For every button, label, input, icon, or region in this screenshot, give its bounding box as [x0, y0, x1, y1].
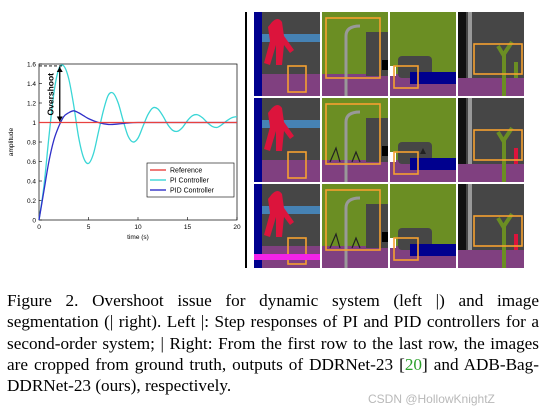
figure-caption: Figure 2. Overshoot issue for dynamic sy… — [7, 290, 539, 396]
legend-entry: PI Controller — [170, 177, 210, 184]
overshoot-arrow-head-up — [56, 66, 63, 72]
segmentation-tile-r1-c1 — [254, 12, 320, 96]
x-tick-label: 10 — [134, 224, 142, 231]
segmentation-tile-r1-c2 — [322, 12, 388, 96]
series-line-pi-controller — [38, 64, 238, 221]
y-tick-label: 1.4 — [27, 81, 36, 88]
y-tick-label: 1.6 — [27, 61, 36, 68]
segmentation-tile-r3-c3 — [390, 184, 456, 268]
x-tick-label: 5 — [87, 224, 91, 231]
segmentation-tile-r2-c1 — [254, 98, 320, 182]
y-tick-label: 0.2 — [27, 198, 36, 205]
y-axis-label: amplitude — [8, 128, 15, 157]
x-tick-label: 0 — [37, 224, 41, 231]
caption-text-end: ] and ADB-Bag-DDRNet-23 (ours), respecti… — [7, 354, 539, 396]
y-tick-label: 1.2 — [27, 100, 36, 107]
y-tick-label: 0.6 — [27, 159, 36, 166]
x-tick-label: 15 — [184, 224, 192, 231]
column-divider — [245, 12, 247, 268]
segmentation-tile-r2-c2 — [322, 98, 388, 182]
y-tick-label: 0 — [32, 217, 36, 224]
legend-entry: PID Controller — [170, 187, 215, 194]
x-tick-label: 20 — [233, 224, 241, 231]
y-tick-label: 0.8 — [27, 139, 36, 146]
overshoot-arrow-head-down — [56, 116, 63, 122]
citation-link[interactable]: 20 — [404, 354, 422, 374]
segmentation-tile-r1-c3 — [390, 12, 456, 96]
watermark: CSDN @HollowKnightZ — [368, 392, 495, 406]
legend-entry: Reference — [170, 167, 202, 174]
segmentation-tile-r3-c2 — [322, 184, 388, 268]
x-axis-label: time (s) — [127, 234, 149, 241]
caption-text: Figure 2. Overshoot issue for dynamic sy… — [7, 291, 539, 374]
segmentation-tile-r1-c4 — [458, 12, 524, 96]
overshoot-annotation: Overshoot — [46, 73, 56, 116]
segmentation-tile-r3-c4 — [458, 184, 524, 268]
step-response-chart: 0 5 10 15 20 0 0.2 0.4 0.6 0.8 1 1.2 1.4 1.6 time (s) a… — [8, 61, 241, 241]
y-tick-label: 1 — [32, 120, 36, 127]
segmentation-tile-r2-c3 — [390, 98, 456, 182]
y-tick-label: 0.4 — [27, 178, 36, 185]
segmentation-tile-r2-c4 — [458, 98, 524, 182]
segmentation-tile-r3-c1 — [254, 184, 320, 268]
segmentation-grid — [254, 12, 526, 268]
